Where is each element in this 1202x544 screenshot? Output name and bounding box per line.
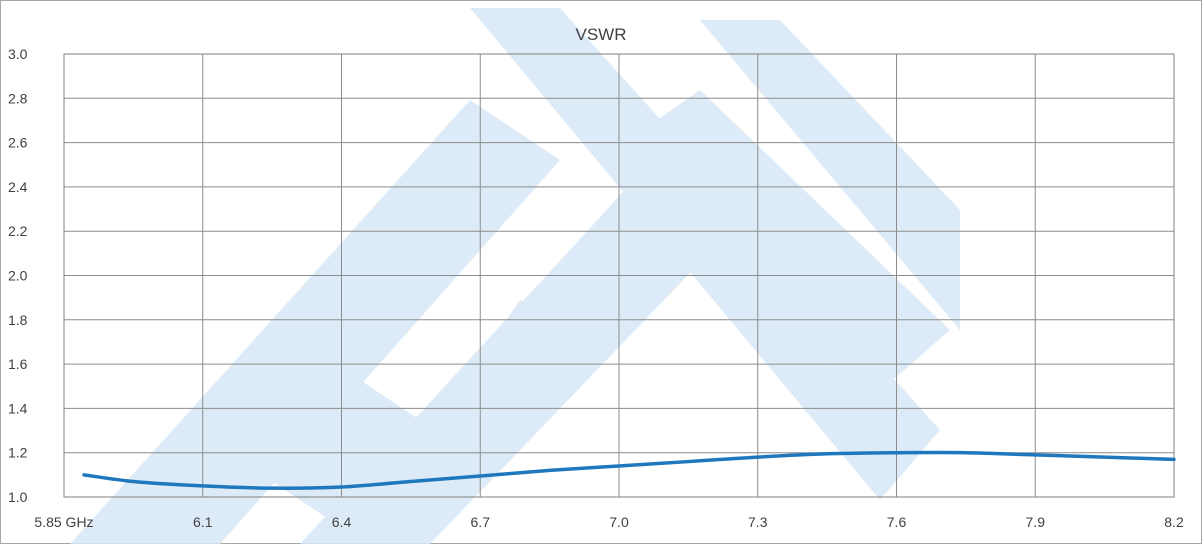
x-tick-label: 6.4 xyxy=(332,514,352,530)
y-tick-label: 2.8 xyxy=(8,90,28,106)
x-tick-label: 5.85 GHz xyxy=(34,514,93,530)
plot-frame xyxy=(63,53,1175,498)
x-tick-label: 6.1 xyxy=(193,514,213,530)
vswr-series-line xyxy=(82,450,1176,490)
x-tick-label: 7.0 xyxy=(609,514,629,530)
y-tick-label: 3.0 xyxy=(8,46,28,62)
x-tick-label: 8.2 xyxy=(1164,514,1184,530)
y-tick-label: 1.6 xyxy=(8,356,28,372)
y-tick-label: 1.2 xyxy=(8,445,28,461)
x-tick-label: 6.7 xyxy=(471,514,491,530)
y-tick-label: 2.6 xyxy=(8,135,28,151)
y-tick-label: 2.4 xyxy=(8,179,28,195)
y-tick-label: 1.4 xyxy=(8,400,28,416)
series-layer xyxy=(82,450,1176,490)
y-tick-label: 2.0 xyxy=(8,268,28,284)
y-tick-label: 1.0 xyxy=(8,489,28,505)
y-tick-label: 2.2 xyxy=(8,223,28,239)
x-tick-label: 7.6 xyxy=(887,514,907,530)
x-tick-labels: 5.85 GHz 6.1 6.4 6.7 7.0 7.3 7.6 7.9 8.2 xyxy=(34,514,1184,530)
y-tick-labels: 3.0 2.8 2.6 2.4 2.2 2.0 1.8 1.6 1.4 1.2 1.0 xyxy=(8,46,28,505)
plot-area-border xyxy=(63,53,1175,498)
watermark-logo xyxy=(70,8,960,544)
chart-title: VSWR xyxy=(576,25,627,44)
y-tick-label: 1.8 xyxy=(8,312,28,328)
x-tick-label: 7.9 xyxy=(1026,514,1046,530)
x-tick-label: 7.3 xyxy=(748,514,768,530)
